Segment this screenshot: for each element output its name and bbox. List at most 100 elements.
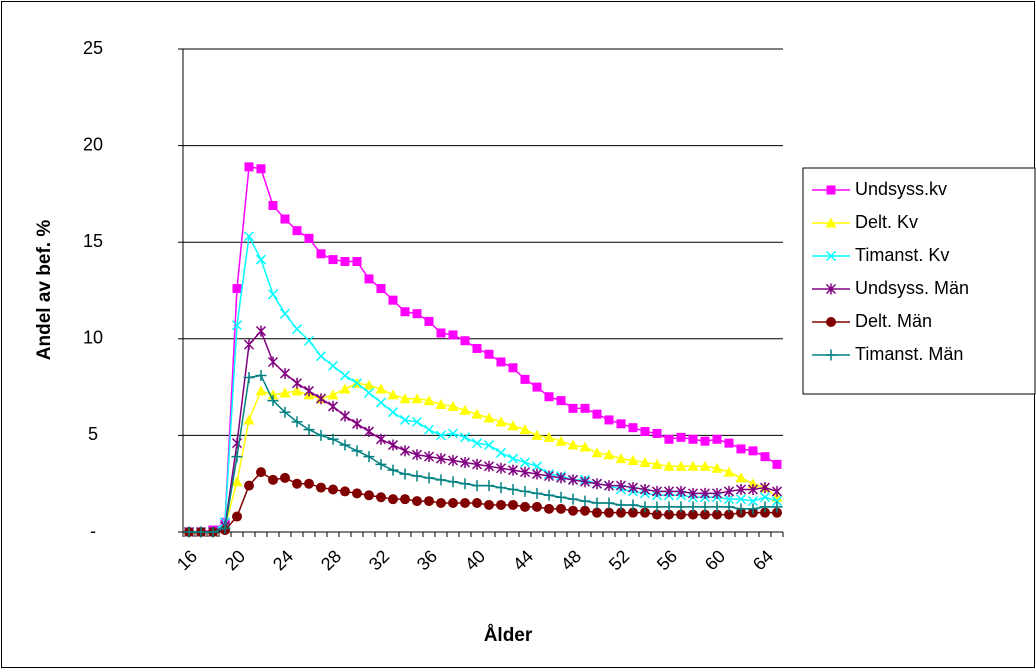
marker	[244, 162, 254, 172]
marker	[327, 433, 339, 445]
marker	[699, 501, 711, 513]
marker	[315, 393, 327, 405]
marker	[339, 370, 351, 381]
marker	[412, 496, 422, 507]
marker	[351, 378, 363, 389]
marker	[543, 470, 555, 482]
marker	[267, 395, 279, 407]
marker	[520, 501, 530, 512]
marker	[484, 499, 494, 510]
marker	[568, 505, 578, 516]
marker	[255, 370, 267, 382]
marker	[483, 480, 495, 492]
marker	[400, 307, 410, 317]
marker	[328, 255, 338, 265]
marker	[640, 427, 650, 437]
marker	[663, 501, 675, 513]
marker	[664, 434, 674, 444]
marker	[435, 474, 447, 486]
marker	[231, 476, 243, 487]
marker	[723, 501, 735, 513]
marker	[675, 501, 687, 513]
marker	[364, 490, 374, 501]
marker	[532, 382, 542, 392]
marker	[687, 487, 699, 499]
legend-label: Undsyss.kv	[855, 179, 947, 199]
marker	[771, 501, 783, 513]
marker	[747, 496, 759, 507]
marker	[292, 226, 302, 236]
marker	[651, 458, 663, 469]
marker	[735, 494, 747, 505]
marker	[351, 445, 363, 457]
marker	[628, 507, 638, 518]
marker	[580, 505, 590, 516]
marker	[579, 441, 591, 452]
marker	[424, 316, 434, 326]
marker	[471, 438, 483, 449]
marker	[327, 400, 339, 412]
marker	[592, 409, 602, 419]
marker	[267, 289, 279, 300]
y-tick-label: 10	[83, 328, 103, 348]
marker	[735, 472, 747, 483]
marker	[579, 476, 591, 488]
marker	[291, 377, 303, 389]
marker	[400, 494, 410, 505]
marker	[447, 400, 459, 411]
marker	[687, 460, 699, 471]
marker	[687, 501, 699, 513]
marker	[459, 404, 471, 415]
marker	[244, 480, 254, 491]
marker	[399, 414, 411, 425]
marker	[387, 407, 399, 418]
marker	[316, 482, 326, 493]
marker	[207, 526, 219, 538]
marker	[675, 460, 687, 471]
marker	[327, 360, 339, 371]
marker	[471, 408, 483, 419]
marker	[532, 501, 542, 512]
marker	[603, 497, 615, 509]
marker	[243, 414, 255, 425]
marker	[591, 497, 603, 509]
marker	[483, 460, 495, 472]
marker	[531, 429, 543, 440]
marker	[664, 509, 674, 520]
marker	[825, 217, 837, 228]
marker	[615, 499, 627, 511]
marker	[700, 509, 710, 520]
marker	[688, 434, 698, 444]
marker	[303, 335, 315, 346]
marker	[508, 363, 518, 373]
marker	[459, 478, 471, 490]
marker	[724, 509, 734, 520]
marker	[279, 387, 291, 398]
marker	[663, 485, 675, 497]
marker	[411, 449, 423, 461]
marker	[303, 424, 315, 436]
marker	[508, 499, 518, 510]
marker	[580, 403, 590, 413]
marker	[328, 484, 338, 495]
marker	[747, 483, 759, 495]
marker	[484, 349, 494, 359]
marker	[555, 472, 567, 484]
marker	[411, 470, 423, 482]
marker	[699, 487, 711, 499]
marker	[315, 351, 327, 362]
marker	[699, 460, 711, 471]
marker	[772, 507, 782, 518]
marker	[375, 433, 387, 445]
marker	[267, 389, 279, 400]
marker	[339, 439, 351, 451]
marker	[495, 447, 507, 458]
marker	[652, 428, 662, 438]
marker	[219, 522, 231, 534]
marker	[375, 397, 387, 408]
marker	[826, 317, 836, 327]
marker	[243, 339, 255, 351]
marker	[759, 482, 771, 494]
marker	[388, 295, 398, 305]
